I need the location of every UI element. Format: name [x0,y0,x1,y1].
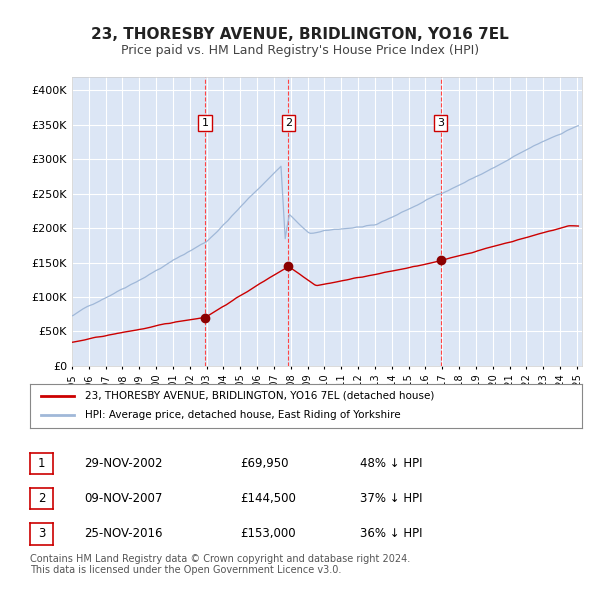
Text: 2: 2 [285,118,292,128]
Text: 3: 3 [437,118,444,128]
Text: £153,000: £153,000 [240,527,296,540]
Text: HPI: Average price, detached house, East Riding of Yorkshire: HPI: Average price, detached house, East… [85,411,401,420]
Text: 1: 1 [38,457,45,470]
Text: 25-NOV-2016: 25-NOV-2016 [84,527,163,540]
Text: Contains HM Land Registry data © Crown copyright and database right 2024.
This d: Contains HM Land Registry data © Crown c… [30,553,410,575]
Text: 09-NOV-2007: 09-NOV-2007 [84,492,163,505]
Text: Price paid vs. HM Land Registry's House Price Index (HPI): Price paid vs. HM Land Registry's House … [121,44,479,57]
Text: 23, THORESBY AVENUE, BRIDLINGTON, YO16 7EL (detached house): 23, THORESBY AVENUE, BRIDLINGTON, YO16 7… [85,391,434,401]
Text: 23, THORESBY AVENUE, BRIDLINGTON, YO16 7EL: 23, THORESBY AVENUE, BRIDLINGTON, YO16 7… [91,27,509,41]
Text: £69,950: £69,950 [240,457,289,470]
Text: 2: 2 [38,492,45,505]
Text: £144,500: £144,500 [240,492,296,505]
Text: 3: 3 [38,527,45,540]
Text: 29-NOV-2002: 29-NOV-2002 [84,457,163,470]
Text: 37% ↓ HPI: 37% ↓ HPI [360,492,422,505]
Text: 48% ↓ HPI: 48% ↓ HPI [360,457,422,470]
Text: 36% ↓ HPI: 36% ↓ HPI [360,527,422,540]
Text: 1: 1 [202,118,209,128]
